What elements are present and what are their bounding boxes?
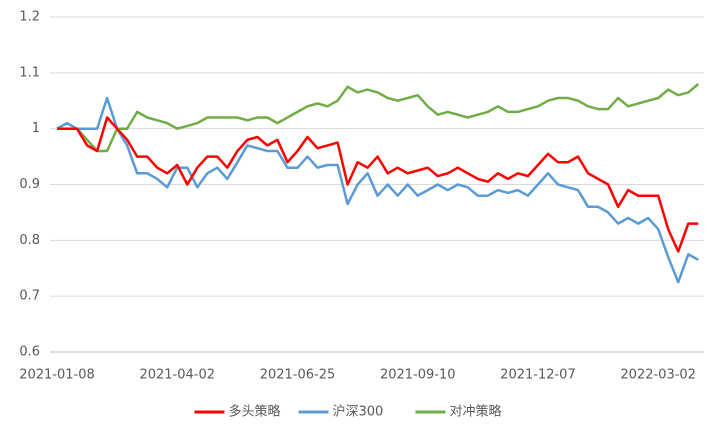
legend-label: 多头策略 [229, 404, 281, 420]
x-tick-label: 2021-06-25 [260, 368, 336, 383]
x-tick-label: 2022-03-02 [620, 368, 696, 383]
legend-label: 沪深300 [333, 404, 384, 420]
y-tick-label: 0.8 [19, 233, 40, 248]
y-tick-label: 0.7 [19, 289, 40, 304]
series-line [57, 83, 700, 153]
y-tick-label: 1.1 [19, 65, 40, 80]
y-tick-label: 0.6 [19, 345, 40, 360]
y-tick-label: 1 [32, 121, 40, 136]
series-line [56, 96, 699, 284]
y-tick-label: 0.9 [19, 177, 40, 192]
legend-label: 对冲策略 [450, 404, 502, 420]
x-tick-label: 2021-09-10 [380, 368, 456, 383]
series-line [57, 116, 699, 253]
x-tick-label: 2021-04-02 [139, 368, 215, 383]
x-tick-label: 2021-12-07 [500, 368, 576, 383]
y-tick-label: 1.2 [19, 10, 40, 25]
x-tick-label: 2021-01-08 [19, 368, 95, 383]
